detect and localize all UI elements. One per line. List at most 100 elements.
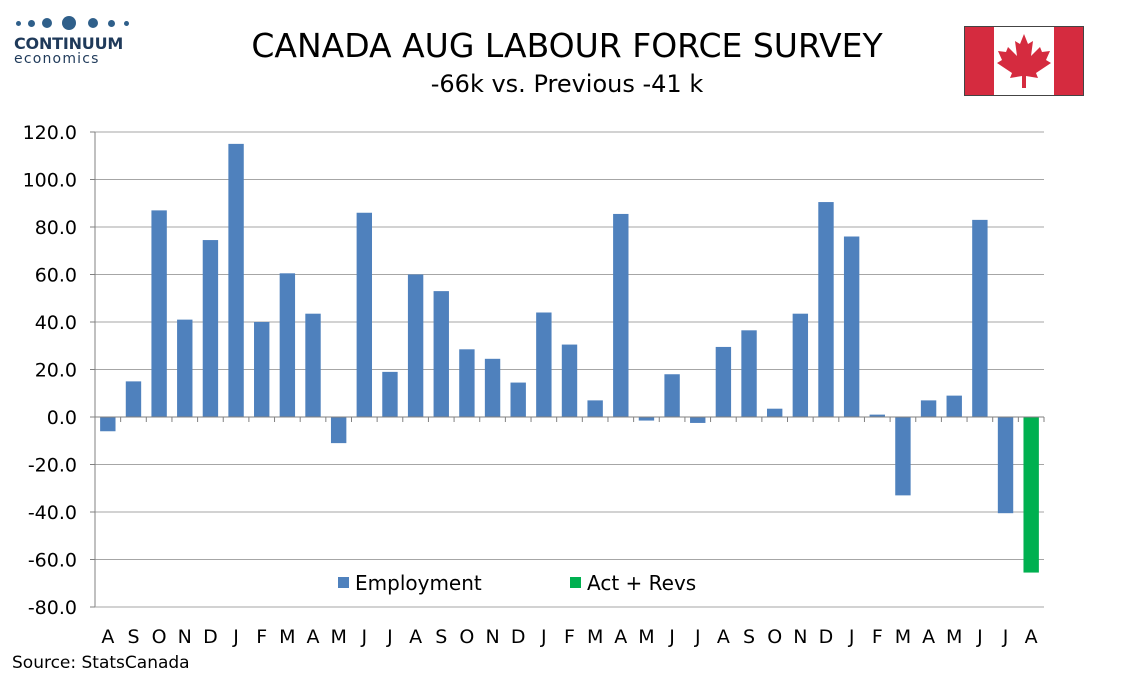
bars [100,143,1039,573]
y-tick-label: -20.0 [28,455,77,477]
bar-employment [869,414,885,417]
x-tick-label: J [361,626,368,648]
legend-label-act-revs: Act + Revs [587,571,696,595]
bar-employment [279,273,296,417]
y-tick-label: 80.0 [35,217,77,239]
x-tick-label: O [152,626,167,648]
x-tick-label: J [848,626,855,648]
x-tick-label: S [435,626,447,648]
x-tick-label: J [232,626,239,648]
y-tick-label: 20.0 [35,360,77,382]
x-tick-label: A [1025,626,1038,648]
y-tick-label: 0.0 [47,407,77,429]
bar-employment [100,417,116,432]
x-tick-label: D [511,626,526,648]
x-tick-label: S [743,626,755,648]
x-tick-label: M [946,626,962,648]
legend: Employment Act + Revs [338,571,696,595]
x-tick-label: A [717,626,730,648]
x-tick-label: A [409,626,422,648]
bar-employment [741,330,757,417]
source-note: Source: StatsCanada [12,653,190,673]
bar-employment [407,274,424,417]
y-tick-labels: 120.0 100.0 80.0 60.0 40.0 20.0 0.0 -20.0 -40.0 -… [23,122,77,619]
bar-employment [484,358,501,417]
y-tick-label: -40.0 [28,502,77,524]
bar-employment [972,219,988,417]
y-tick-label: 40.0 [35,312,77,334]
y-tick-label: 100.0 [23,170,77,192]
bar-employment [946,395,962,417]
bar-employment [715,346,732,417]
x-tick-label: J [386,626,393,648]
x-tick-label: F [256,626,267,648]
x-tick-label: N [178,626,192,648]
x-tick-label: A [307,626,320,648]
bar-employment [356,212,373,417]
y-tick-label: -60.0 [28,550,77,572]
brand-name: CONTINUUM [14,34,124,53]
x-tick-label: O [459,626,474,648]
bar-employment [382,371,398,417]
x-tick-label: M [279,626,295,648]
bar-employment [638,417,655,421]
bar-employment [690,417,706,423]
x-tick-label: M [587,626,603,648]
x-tick-label: A [614,626,627,648]
x-tick-label: M [895,626,911,648]
x-tick-label: J [540,626,547,648]
bar-employment [818,202,834,417]
bar-employment [997,417,1014,514]
legend-label-employment: Employment [355,571,482,595]
bar-employment [561,344,578,417]
bar-employment [228,143,244,417]
x-tick-label: F [872,626,883,648]
legend-swatch-act-revs [570,577,581,588]
x-tick-label: N [793,626,807,648]
bar-act-revs [1023,417,1039,573]
brand-logo: CONTINUUM economics [14,14,144,67]
y-tick-label: 60.0 [35,265,77,287]
gridlines [90,131,1044,608]
x-tick-label: A [922,626,935,648]
bar-employment [125,381,142,417]
x-tick-label: N [485,626,499,648]
bar-employment [151,210,167,417]
bar-employment [587,400,603,417]
chart-subtitle: -66k vs. Previous -41 k [430,70,704,98]
bar-employment [920,400,937,417]
bar-employment [202,240,219,417]
bar-employment [792,313,809,417]
bar-employment [459,349,475,417]
x-tick-label: M [330,626,346,648]
bar-employment [536,312,552,417]
bar-employment [510,382,526,417]
bar-employment [766,408,783,417]
axes [94,132,1045,608]
bar-employment [330,417,347,444]
x-tick-label: S [127,626,139,648]
x-tick-label: D [819,626,834,648]
x-tick-label: D [203,626,218,648]
x-tick-label: J [976,626,983,648]
x-tick-label: O [767,626,782,648]
x-tick-label: J [668,626,675,648]
x-tick-label: F [564,626,575,648]
y-tick-label: 120.0 [23,122,77,144]
legend-swatch-employment [338,577,349,588]
x-tick-label: J [1002,626,1009,648]
bar-employment [843,236,860,417]
bar-employment [613,213,629,417]
bar-employment [895,417,911,496]
bar-employment [177,319,193,417]
bar-employment [433,291,449,417]
brand-sub: economics [14,51,100,67]
y-tick-label: -80.0 [28,597,77,619]
bar-employment [254,322,270,417]
chart-title: CANADA AUG LABOUR FORCE SURVEY [251,26,883,65]
x-tick-label: M [638,626,654,648]
logo-dots-icon [14,14,144,34]
canada-flag-icon [964,26,1084,96]
